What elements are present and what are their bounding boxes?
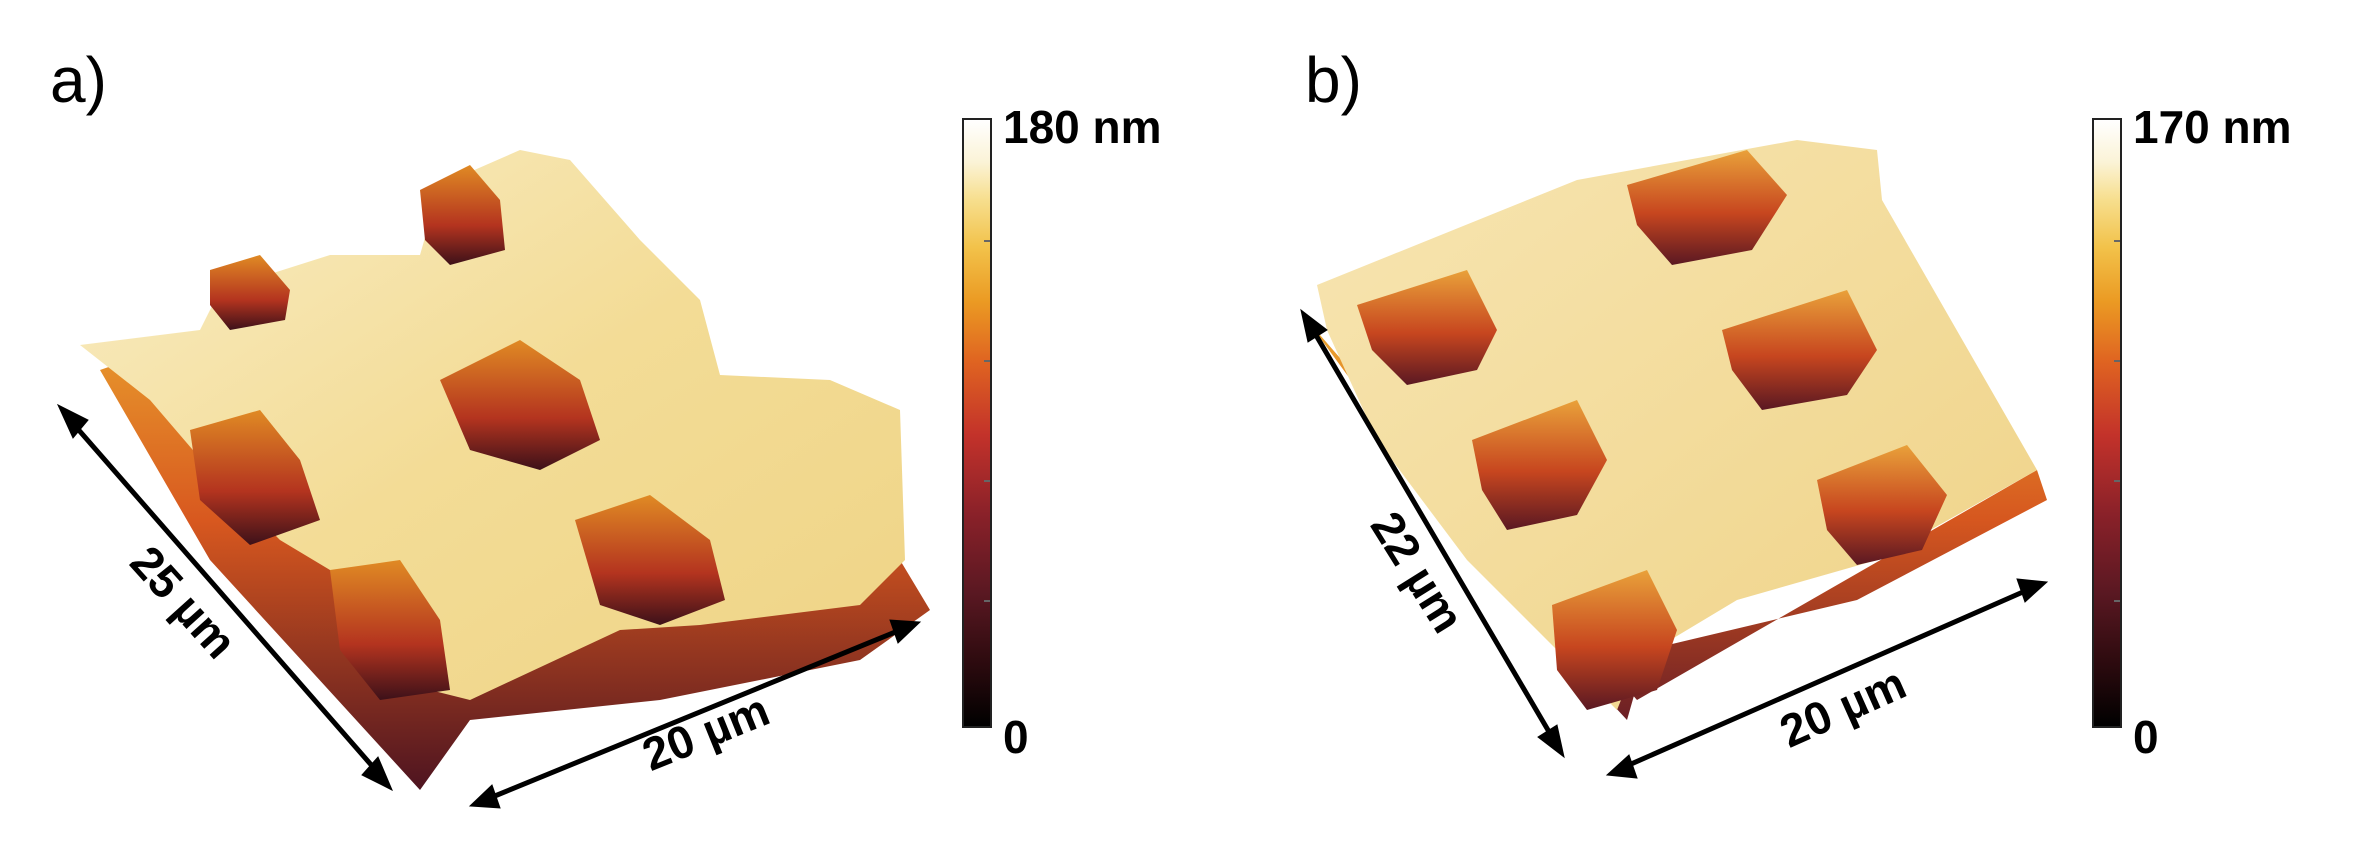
pit-b-6 <box>1817 445 1947 565</box>
pit-b-5 <box>1552 570 1677 710</box>
pit-a-1 <box>440 340 600 470</box>
colorbar-a <box>962 118 992 728</box>
panel-label-a: a) <box>50 44 107 116</box>
pit-a-3 <box>190 410 320 545</box>
dimension-arrow-length-b <box>1605 578 2049 779</box>
pit-b-1 <box>1357 270 1497 385</box>
pit-a-2 <box>575 495 725 625</box>
panel-a: a) <box>0 0 1176 841</box>
dimension-arrow-length-a <box>468 619 922 809</box>
pit-b-4 <box>1722 290 1877 410</box>
pit-b-2 <box>1627 150 1787 265</box>
dimension-arrow-width-b <box>1300 308 1565 759</box>
colorbar-b-max-label: 170 nm <box>2133 101 2292 153</box>
colorbar-b <box>2092 118 2122 728</box>
dimension-arrow-width-a <box>56 403 393 792</box>
pit-b-3 <box>1472 400 1607 530</box>
pit-a-6 <box>210 255 290 330</box>
colorbar-a-max-label: 180 nm <box>1003 101 1162 153</box>
pit-a-4 <box>420 165 505 265</box>
afm-surface-a <box>56 150 930 809</box>
colorbar-a-min-label: 0 <box>1003 711 1029 763</box>
panel-label-b: b) <box>1305 44 1362 116</box>
surface-b-plateau <box>1317 140 2037 710</box>
colorbar-b-min-label: 0 <box>2133 711 2159 763</box>
panel-b: b) <box>1177 0 2353 841</box>
afm-surface-b <box>1300 140 2049 779</box>
pit-a-5 <box>330 560 450 700</box>
